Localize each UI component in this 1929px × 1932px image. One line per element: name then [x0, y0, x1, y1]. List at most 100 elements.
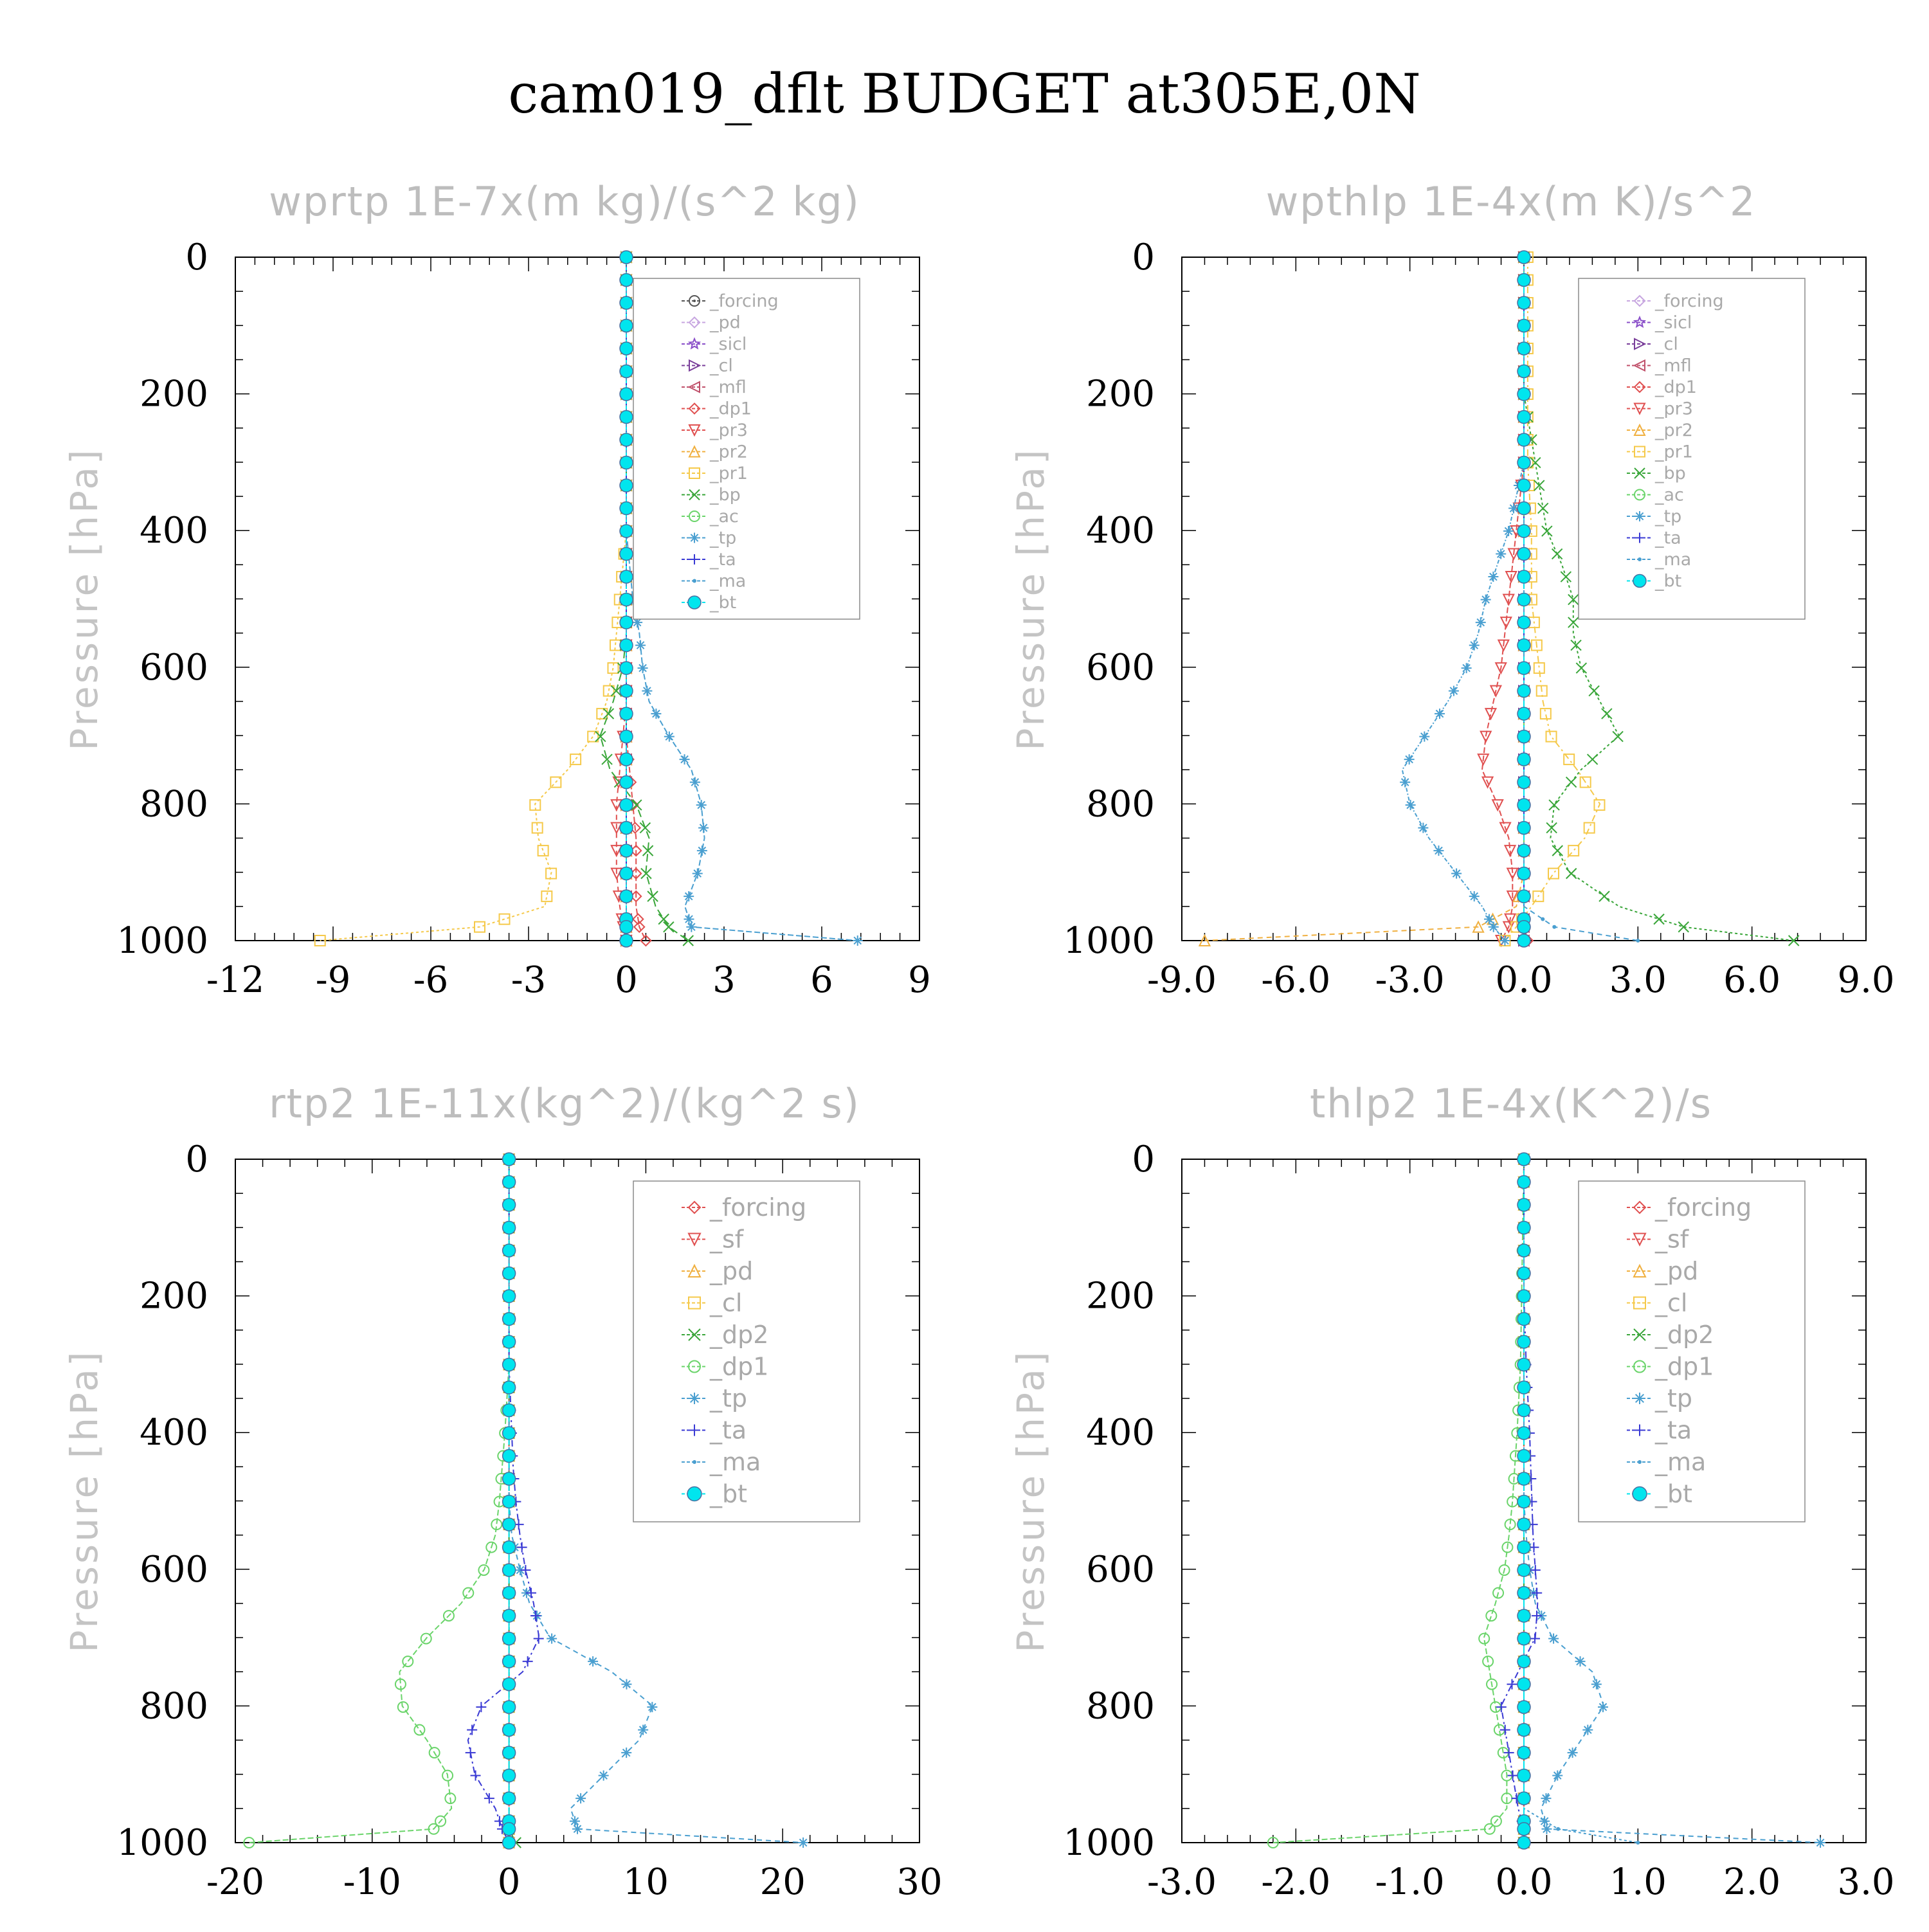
y-tick-label: 200 — [1086, 374, 1155, 415]
data-point — [1517, 273, 1531, 287]
panel-title: wpthlp 1E-4x(m K)/s^2 — [1266, 178, 1757, 225]
legend-marker — [1634, 1424, 1645, 1436]
data-point — [1517, 1517, 1531, 1531]
data-point — [1636, 939, 1640, 943]
data-point — [1556, 1827, 1561, 1831]
legend-marker — [1633, 573, 1647, 588]
legend-marker — [688, 1360, 701, 1373]
data-point — [619, 273, 633, 287]
legend-marker — [688, 445, 701, 458]
legend-marker — [687, 595, 702, 609]
data-point — [1517, 707, 1531, 721]
legend-marker — [689, 554, 700, 564]
y-tick-label: 0 — [1132, 237, 1155, 278]
data-point — [474, 921, 485, 933]
data-point — [1507, 1770, 1518, 1781]
data-point — [1517, 501, 1531, 516]
data-point — [428, 1747, 440, 1759]
legend-entry-label: _tp — [709, 1384, 747, 1413]
panel-title: rtp2 1E-11x(kg^2)/(kg^2 s) — [269, 1080, 860, 1127]
data-point — [1477, 754, 1490, 766]
legend-entry-label: _sf — [709, 1225, 745, 1254]
data-point — [1591, 1679, 1602, 1690]
legend-marker — [693, 579, 696, 583]
data-point — [502, 1609, 516, 1623]
data-point — [631, 913, 644, 926]
data-point — [1517, 1585, 1531, 1600]
x-tick-label: 0 — [615, 959, 638, 1001]
data-point — [638, 1724, 649, 1735]
data-point — [514, 1565, 525, 1576]
data-point — [1582, 1724, 1593, 1735]
data-point — [1517, 798, 1531, 812]
data-point — [1503, 1747, 1514, 1758]
data-point — [1499, 822, 1512, 835]
x-tick-label: 3 — [712, 959, 736, 1001]
data-point — [1517, 1836, 1531, 1850]
x-tick-label: -3 — [511, 959, 547, 1001]
data-point — [520, 1565, 531, 1576]
data-point — [1517, 570, 1531, 584]
y-tick-label: 200 — [1086, 1276, 1155, 1317]
legend-entry-label: _pd — [709, 1257, 753, 1285]
data-point — [619, 707, 633, 721]
data-point — [1560, 571, 1572, 582]
legend-marker — [689, 532, 700, 543]
data-point — [1404, 754, 1415, 765]
data-point — [1517, 638, 1531, 653]
data-point — [502, 1403, 516, 1418]
legend-entry-label: _dp2 — [1654, 1321, 1714, 1349]
legend-marker — [689, 1424, 700, 1436]
data-point — [1517, 1220, 1531, 1235]
legend-entry-label: _tp — [1654, 1384, 1692, 1413]
x-tick-label: 0.0 — [1495, 959, 1552, 1001]
data-point — [1418, 822, 1429, 833]
data-point — [485, 1541, 498, 1553]
data-point — [491, 1519, 503, 1531]
data-point — [1451, 868, 1462, 879]
data-point — [1517, 524, 1531, 538]
series-line-tp — [1523, 1159, 1821, 1843]
x-tick-label: 6.0 — [1723, 959, 1780, 1001]
data-point — [470, 1770, 481, 1781]
data-point — [1267, 1837, 1279, 1848]
data-point — [610, 867, 623, 880]
data-point — [684, 914, 694, 925]
data-point — [1517, 844, 1531, 858]
x-tick-label: -6.0 — [1261, 959, 1330, 1001]
legend-marker — [688, 424, 701, 437]
legend-entry-label: _bp — [709, 485, 741, 505]
legend-marker — [689, 489, 700, 501]
data-point — [1405, 800, 1416, 811]
legend-entry-label: _pr1 — [1654, 442, 1693, 462]
data-point — [1517, 410, 1531, 424]
y-tick-label: 400 — [140, 1412, 208, 1454]
y-tick-label: 400 — [140, 510, 208, 552]
data-point — [658, 913, 669, 925]
data-point — [635, 640, 646, 651]
data-point — [1517, 683, 1531, 698]
data-point — [462, 1587, 475, 1599]
legend-marker — [688, 1296, 701, 1310]
x-tick-label: -9.0 — [1147, 959, 1217, 1001]
data-point — [1517, 1700, 1531, 1714]
data-point — [1517, 1243, 1531, 1258]
data-point — [601, 754, 613, 765]
data-point — [529, 799, 541, 811]
series-group — [243, 1152, 809, 1850]
data-point — [1517, 478, 1531, 492]
legend-marker — [1633, 1360, 1646, 1373]
data-point — [1530, 456, 1541, 469]
data-point — [1567, 1747, 1578, 1758]
data-point — [502, 1631, 516, 1646]
data-point — [502, 1722, 516, 1737]
legend-entry-label: _ta — [1654, 528, 1681, 548]
data-point — [1517, 364, 1531, 379]
legend-marker — [1633, 1296, 1646, 1310]
data-point — [619, 524, 633, 538]
legend: _forcing_sicl_cl_mfl_dp1_pr3_pr2_pr1 _bp _… — [1578, 278, 1806, 620]
data-point — [1530, 1565, 1541, 1576]
data-point — [1517, 889, 1531, 903]
legend-entry-label: _ma — [1654, 550, 1691, 570]
y-tick-label: 1000 — [1063, 1822, 1155, 1864]
